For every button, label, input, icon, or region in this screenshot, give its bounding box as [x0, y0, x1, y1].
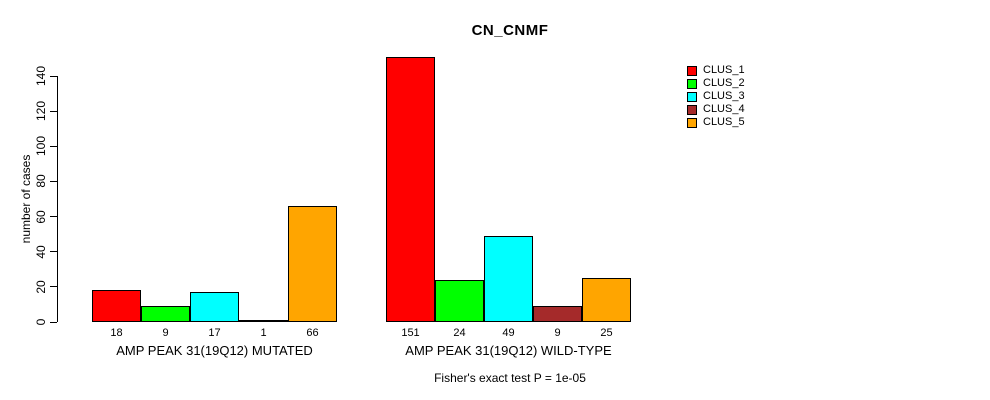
y-axis-tick — [50, 145, 57, 147]
legend-label: CLUS_5 — [703, 116, 745, 128]
bar-clus_1-group2 — [386, 56, 435, 322]
legend-item-clus_2: CLUS_2 — [687, 77, 745, 90]
bar-value-label: 49 — [502, 327, 515, 339]
bar-clus_1-group1 — [92, 290, 141, 322]
legend-swatch-clus_1 — [687, 65, 697, 76]
bar-value-label: 66 — [306, 327, 319, 339]
legend-swatch-clus_3 — [687, 91, 697, 102]
x-group-label-mutated: AMP PEAK 31(19Q12) MUTATED — [116, 343, 313, 358]
y-axis-tick-label: 120 — [34, 101, 48, 122]
legend-swatch-clus_5 — [687, 117, 697, 128]
y-axis-line — [57, 76, 58, 322]
bar-value-label: 1 — [260, 327, 267, 339]
y-axis-tick-label: 0 — [34, 318, 48, 326]
legend-item-clus_5: CLUS_5 — [687, 116, 745, 129]
bar-clus_5-group1 — [288, 206, 337, 322]
legend-item-clus_1: CLUS_1 — [687, 64, 745, 77]
bar-clus_2-group1 — [141, 306, 190, 322]
bar-clus_4-group1 — [239, 320, 288, 322]
bar-clus_3-group1 — [190, 292, 239, 322]
bar-value-label: 25 — [600, 327, 613, 339]
y-axis-tick-label: 140 — [34, 65, 48, 87]
bar-value-label: 18 — [110, 327, 123, 339]
bar-value-label: 17 — [208, 327, 221, 339]
y-axis-label: number of cases — [19, 154, 33, 244]
y-axis-tick — [50, 286, 57, 288]
bar-value-label: 24 — [453, 327, 466, 339]
y-axis-tick — [50, 216, 57, 218]
y-axis-tick — [50, 110, 57, 112]
x-group-label-wild-type: AMP PEAK 31(19Q12) WILD-TYPE — [405, 343, 612, 358]
legend-label: CLUS_3 — [703, 90, 745, 102]
y-axis-tick — [50, 251, 57, 253]
y-axis-tick — [50, 321, 57, 323]
bar-clus_3-group2 — [484, 235, 533, 322]
legend-label: CLUS_2 — [703, 77, 745, 89]
bar-clus_2-group2 — [435, 279, 484, 322]
y-axis-tick — [50, 75, 57, 77]
fisher-test-annotation: Fisher's exact test P = 1e-05 — [434, 371, 586, 385]
bar-value-label: 9 — [554, 327, 561, 339]
legend-label: CLUS_4 — [703, 103, 745, 115]
y-axis-tick-label: 40 — [34, 245, 48, 259]
bar-clus_4-group2 — [533, 306, 582, 322]
legend-item-clus_3: CLUS_3 — [687, 90, 745, 103]
legend-label: CLUS_1 — [703, 64, 745, 76]
bar-value-label: 151 — [401, 327, 420, 339]
legend-swatch-clus_2 — [687, 78, 697, 89]
legend: CLUS_1 CLUS_2 CLUS_3 CLUS_4 CLUS_5 — [687, 64, 745, 129]
chart-title: CN_CNMF — [471, 22, 549, 39]
y-axis-tick-label: 100 — [34, 136, 48, 157]
y-axis-tick-label: 60 — [34, 209, 48, 224]
y-axis-tick-label: 80 — [34, 174, 48, 189]
bar-clus_5-group2 — [582, 278, 631, 322]
bar-value-label: 9 — [162, 327, 169, 339]
y-axis-tick-label: 20 — [34, 280, 48, 294]
legend-item-clus_4: CLUS_4 — [687, 103, 745, 116]
y-axis-tick — [50, 180, 57, 182]
legend-swatch-clus_4 — [687, 104, 697, 115]
